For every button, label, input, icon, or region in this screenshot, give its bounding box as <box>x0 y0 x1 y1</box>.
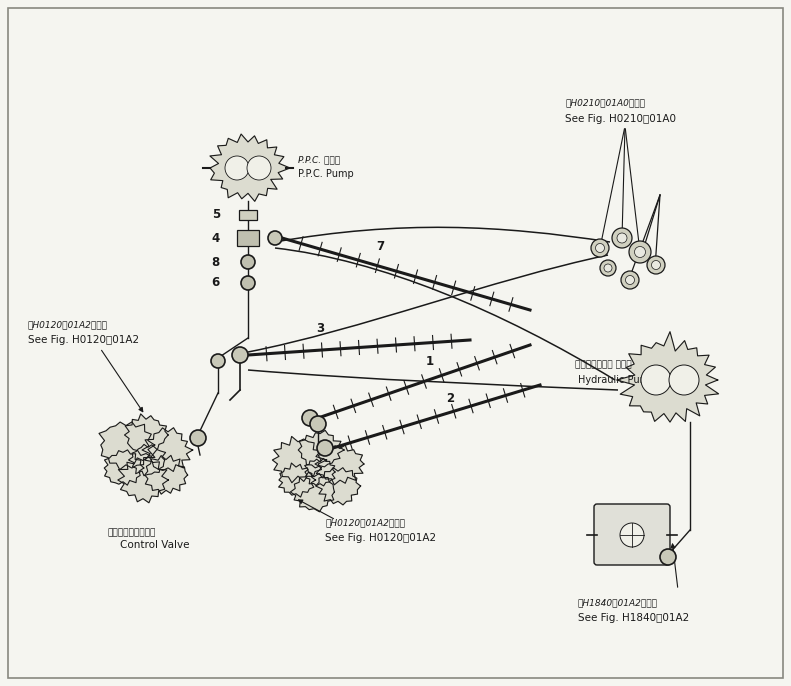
Text: Control Valve: Control Valve <box>120 540 190 550</box>
Circle shape <box>225 156 249 180</box>
Bar <box>239 210 257 220</box>
Circle shape <box>190 430 206 446</box>
Circle shape <box>669 365 699 395</box>
Text: 第H1840－01A2図参照: 第H1840－01A2図参照 <box>578 598 658 607</box>
Polygon shape <box>145 456 187 494</box>
Circle shape <box>268 231 282 245</box>
FancyBboxPatch shape <box>594 504 670 565</box>
Polygon shape <box>104 450 144 485</box>
Text: 4: 4 <box>212 231 220 244</box>
Circle shape <box>596 244 604 252</box>
Text: 第H0210－01A0図参照: 第H0210－01A0図参照 <box>565 98 645 107</box>
Polygon shape <box>272 436 327 483</box>
Text: 1: 1 <box>426 355 434 368</box>
Bar <box>237 230 259 246</box>
Circle shape <box>241 255 255 269</box>
Circle shape <box>652 261 660 270</box>
Circle shape <box>591 239 609 257</box>
Text: 第H0120－01A2図参照: 第H0120－01A2図参照 <box>28 320 108 329</box>
Polygon shape <box>142 428 193 471</box>
Text: P.P.C. Pump: P.P.C. Pump <box>298 169 354 179</box>
Text: 5: 5 <box>212 209 220 222</box>
Polygon shape <box>128 445 165 475</box>
Polygon shape <box>118 457 168 503</box>
Circle shape <box>634 246 645 257</box>
Circle shape <box>620 523 644 547</box>
Circle shape <box>600 260 616 276</box>
Text: 8: 8 <box>212 255 220 268</box>
Text: P.P.C. ポンプ: P.P.C. ポンプ <box>298 156 340 165</box>
Circle shape <box>621 271 639 289</box>
Polygon shape <box>290 472 335 512</box>
Polygon shape <box>316 468 361 505</box>
Circle shape <box>626 276 634 285</box>
Text: 6: 6 <box>212 276 220 289</box>
Circle shape <box>317 440 333 456</box>
Circle shape <box>232 347 248 363</box>
Circle shape <box>241 276 255 290</box>
Text: See Fig. H0210－01A0: See Fig. H0210－01A0 <box>565 114 676 124</box>
Circle shape <box>604 264 612 272</box>
Circle shape <box>310 416 326 432</box>
Text: ハイドロリック ポンプ: ハイドロリック ポンプ <box>575 361 632 370</box>
Text: 第H0120－01A2図参照: 第H0120－01A2図参照 <box>325 518 405 527</box>
Text: 3: 3 <box>316 322 324 335</box>
Polygon shape <box>278 463 316 497</box>
Circle shape <box>612 228 632 248</box>
Polygon shape <box>99 422 155 470</box>
Circle shape <box>247 156 271 180</box>
Polygon shape <box>298 430 344 468</box>
Text: コントロールバルブ: コントロールバルブ <box>108 528 157 537</box>
Circle shape <box>302 410 318 426</box>
Circle shape <box>617 233 627 243</box>
Circle shape <box>660 549 676 565</box>
Polygon shape <box>210 134 290 201</box>
Text: 7: 7 <box>376 240 384 253</box>
Polygon shape <box>124 414 168 456</box>
Text: See Fig. H0120－01A2: See Fig. H0120－01A2 <box>325 533 436 543</box>
Text: Hydraulic Pump: Hydraulic Pump <box>578 375 656 385</box>
Circle shape <box>641 365 671 395</box>
Circle shape <box>211 354 225 368</box>
Polygon shape <box>305 458 335 486</box>
Text: 2: 2 <box>446 392 454 405</box>
Circle shape <box>629 241 651 263</box>
Polygon shape <box>617 332 718 422</box>
Text: See Fig. H1840－01A2: See Fig. H1840－01A2 <box>578 613 689 623</box>
Text: See Fig. H0120－01A2: See Fig. H0120－01A2 <box>28 335 139 345</box>
Circle shape <box>647 256 665 274</box>
Polygon shape <box>315 445 364 485</box>
